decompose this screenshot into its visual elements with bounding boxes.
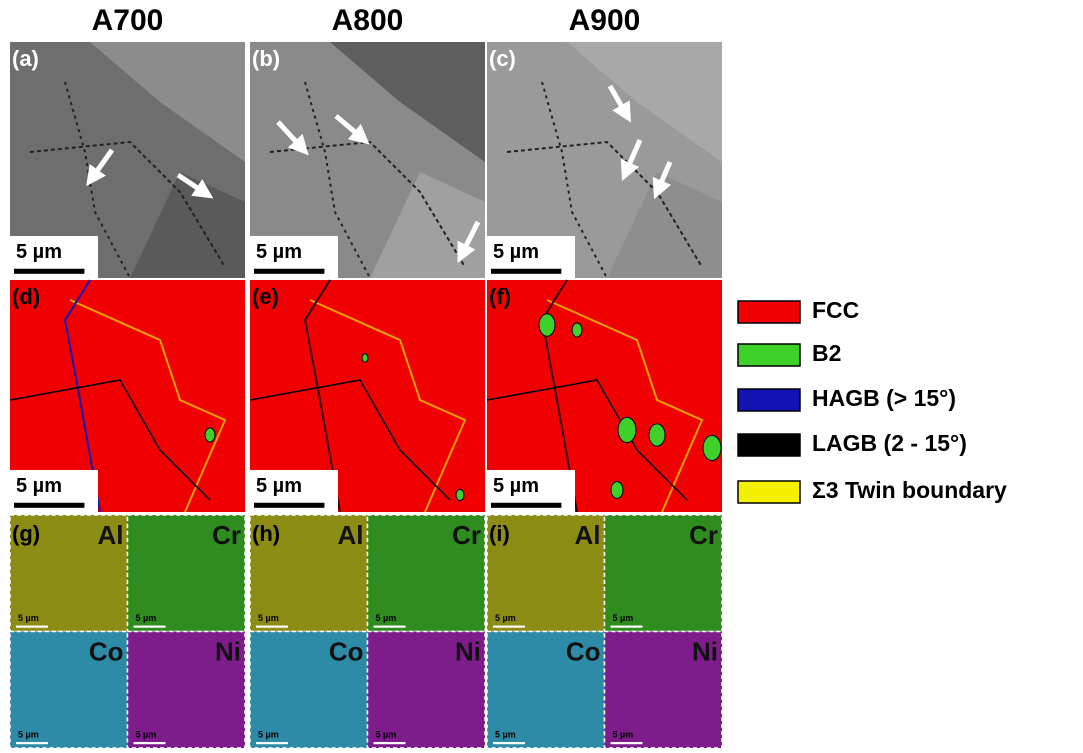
scale-bar	[16, 742, 48, 744]
panel-label: (e)	[252, 284, 279, 309]
scale-bar-label: 5 µm	[495, 730, 516, 740]
legend-swatch	[738, 344, 800, 366]
scale-bar	[134, 626, 166, 628]
legend-swatch	[738, 434, 800, 456]
panel-label: (b)	[252, 46, 280, 71]
scale-bar	[16, 626, 48, 628]
scale-bar	[14, 269, 84, 274]
scale-bar	[14, 503, 84, 508]
element-label: Ni	[455, 636, 481, 666]
scale-bar-label: 5 µm	[136, 613, 157, 623]
legend-label: Σ3 Twin boundary	[812, 477, 1007, 503]
b2-particle	[703, 435, 721, 460]
scale-bar-label: 5 µm	[495, 613, 516, 623]
b2-particle	[572, 323, 582, 337]
scale-bar	[374, 626, 406, 628]
scale-bar	[254, 503, 324, 508]
scale-bar-label: 5 µm	[258, 613, 279, 623]
scale-bar	[254, 269, 324, 274]
scale-bar	[491, 269, 561, 274]
panel-label: (f)	[489, 284, 511, 309]
element-label: Al	[575, 520, 601, 550]
b2-particle	[362, 354, 368, 362]
scale-bar	[134, 742, 166, 744]
element-label: Cr	[212, 520, 241, 550]
legend-label: HAGB (> 15°)	[812, 385, 956, 411]
scale-bar-label: 5 µm	[16, 241, 62, 263]
scale-bar	[611, 626, 643, 628]
legend-label: LAGB (2 - 15°)	[812, 430, 967, 456]
scale-bar-label: 5 µm	[376, 730, 397, 740]
b2-particle	[611, 482, 623, 499]
figure: A700 (a) 5 µm (d) 5 µm Al 5 µm Cr 5 µm Co 5 µm Ni 5 …	[0, 0, 1083, 748]
scale-bar	[611, 742, 643, 744]
scale-bar	[493, 742, 525, 744]
scale-bar-label: 5 µm	[613, 730, 634, 740]
scale-bar-label: 5 µm	[493, 241, 539, 263]
panel-label: (g)	[12, 521, 40, 546]
scale-bar-label: 5 µm	[136, 730, 157, 740]
b2-particle	[618, 417, 636, 442]
scale-bar-label: 5 µm	[18, 730, 39, 740]
b2-particle	[649, 424, 665, 446]
scale-bar	[491, 503, 561, 508]
column-title: A700	[92, 4, 164, 37]
b2-particle	[205, 428, 215, 442]
scale-bar	[256, 626, 288, 628]
element-label: Ni	[692, 636, 718, 666]
element-label: Cr	[452, 520, 481, 550]
legend-label: B2	[812, 340, 841, 366]
panel-label: (i)	[489, 521, 510, 546]
panel-label: (c)	[489, 46, 516, 71]
panel-label: (a)	[12, 46, 39, 71]
panel-label: (h)	[252, 521, 280, 546]
scale-bar-label: 5 µm	[258, 730, 279, 740]
scale-bar-label: 5 µm	[376, 613, 397, 623]
legend-swatch	[738, 481, 800, 503]
legend-swatch	[738, 301, 800, 323]
b2-particle	[456, 489, 464, 500]
scale-bar-label: 5 µm	[16, 475, 62, 497]
b2-particle	[539, 314, 555, 336]
element-label: Cr	[689, 520, 718, 550]
scale-bar-label: 5 µm	[613, 613, 634, 623]
legend-label: FCC	[812, 297, 859, 323]
element-label: Ni	[215, 636, 241, 666]
scale-bar	[256, 742, 288, 744]
scale-bar	[493, 626, 525, 628]
element-label: Al	[98, 520, 124, 550]
scale-bar	[374, 742, 406, 744]
scale-bar-label: 5 µm	[256, 475, 302, 497]
column-title: A800	[332, 4, 404, 37]
scale-bar-label: 5 µm	[493, 475, 539, 497]
legend-swatch	[738, 389, 800, 411]
scale-bar-label: 5 µm	[256, 241, 302, 263]
element-label: Co	[89, 636, 124, 666]
column-title: A900	[569, 4, 641, 37]
element-label: Al	[338, 520, 364, 550]
element-label: Co	[329, 636, 364, 666]
element-label: Co	[566, 636, 601, 666]
scale-bar-label: 5 µm	[18, 613, 39, 623]
panel-label: (d)	[12, 284, 40, 309]
